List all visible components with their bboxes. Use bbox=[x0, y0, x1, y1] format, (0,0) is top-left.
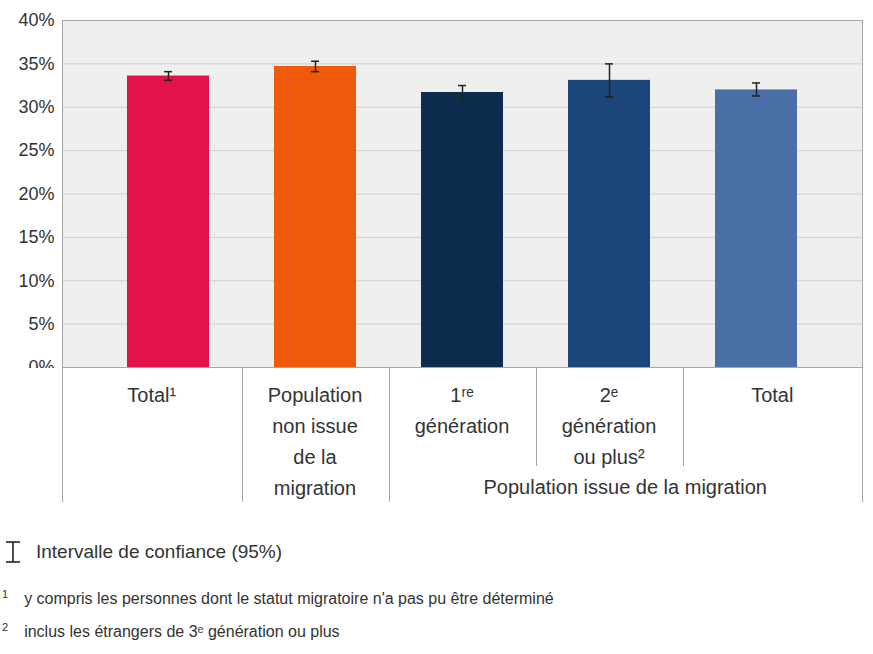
html-text:Intervalle de confiance (95%): Intervalle de confiance (95%) bbox=[36, 541, 283, 562]
html-text:Total¹: Total¹ bbox=[127, 384, 177, 406]
html-text:y compris les personnes dont l: y compris les personnes dont le statut m… bbox=[24, 590, 554, 608]
html-text:Total: Total bbox=[751, 384, 794, 406]
svg-text:20%: 20% bbox=[18, 184, 54, 204]
html-text:2ᵉ génération ou plus²: 2ᵉ génération ou plus² bbox=[561, 384, 657, 468]
html-text:2: 2 bbox=[2, 621, 9, 634]
svg-text:25%: 25% bbox=[18, 140, 54, 160]
html-text:Population issue de la migrati: Population issue de la migration bbox=[483, 476, 767, 498]
svg-text:30%: 30% bbox=[18, 97, 54, 117]
svg-text:0%: 0% bbox=[28, 357, 54, 368]
html-text:1ʳᵉ génération: 1ʳᵉ génération bbox=[414, 384, 510, 437]
svg-text:35%: 35% bbox=[18, 54, 54, 74]
svg-text:40%: 40% bbox=[18, 10, 54, 30]
svg-text:15%: 15% bbox=[18, 227, 54, 247]
svg-text:5%: 5% bbox=[28, 314, 54, 334]
html-text:1: 1 bbox=[2, 588, 9, 600]
html-text:inclus les étrangers de 3ᵉ gén: inclus les étrangers de 3ᵉ génération ou… bbox=[24, 623, 340, 641]
svg-text:10%: 10% bbox=[18, 271, 54, 291]
html-text:Population non issue de la mig: Population non issue de la migration bbox=[267, 384, 363, 499]
